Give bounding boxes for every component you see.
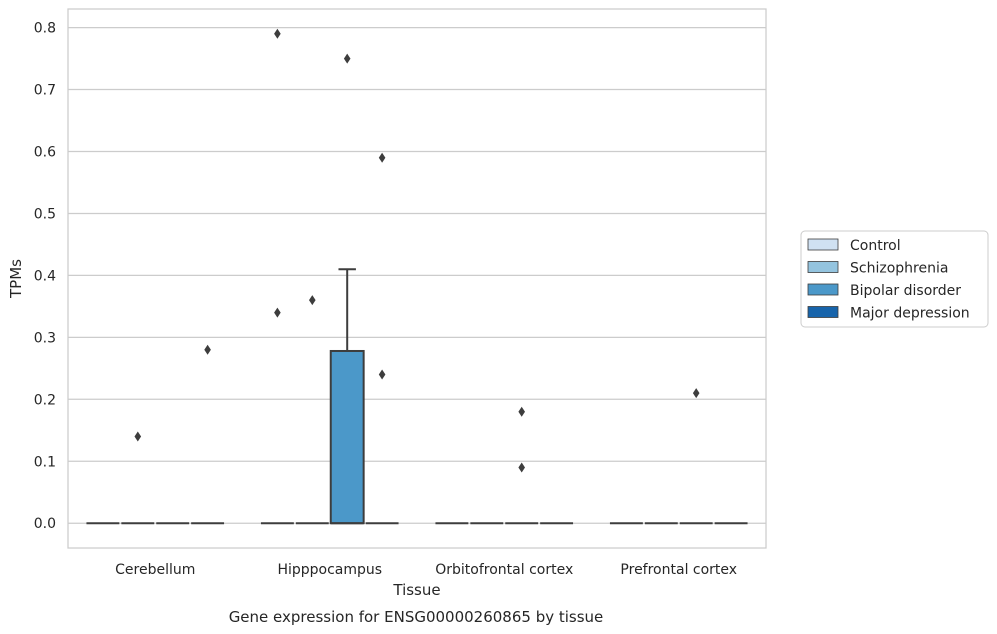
box-bipolar-disorder: [505, 406, 539, 525]
grid-lines: [68, 26, 766, 524]
legend-item: Bipolar disorder: [807, 283, 961, 299]
outlier-point: [134, 431, 142, 442]
chart-caption: Gene expression for ENSG00000260865 by t…: [229, 608, 604, 626]
box-bipolar-disorder: [329, 53, 365, 525]
y-tick-label: 0.5: [34, 206, 56, 222]
box-bipolar-disorder: [679, 388, 713, 525]
x-tick-labels: Cerebellum Hipppocampus Orbitofrontal cort…: [115, 562, 737, 578]
legend-label: Bipolar disorder: [850, 283, 961, 299]
y-tick-label: 0.1: [34, 454, 56, 470]
legend-swatch: [807, 261, 839, 273]
y-tick-label: 0.6: [34, 144, 56, 160]
outlier-point: [518, 462, 525, 473]
outlier-point: [309, 295, 316, 306]
legend-label: Major depression: [850, 306, 970, 322]
outlier-point: [692, 388, 700, 399]
y-tick-label: 0.8: [34, 21, 56, 37]
box-plots: [86, 28, 748, 525]
outlier-point: [378, 152, 386, 163]
y-tick-label: 0.4: [34, 268, 56, 284]
box-body: [329, 349, 365, 525]
legend-label: Schizophrenia: [850, 261, 948, 277]
box-major-depression: [365, 152, 399, 525]
legend-item: Schizophrenia: [807, 261, 948, 277]
legend: Control Schizophrenia Bipolar disorder Majo…: [800, 230, 989, 328]
box-major-depression: [191, 344, 225, 525]
outlier-point: [343, 53, 351, 64]
legend-swatch: [807, 306, 839, 318]
y-tick-label: 0.0: [34, 516, 56, 532]
outlier-point: [378, 369, 386, 380]
x-tick-label: Prefrontal cortex: [620, 562, 737, 578]
box-control: [260, 28, 294, 525]
x-axis-label: Tissue: [392, 581, 440, 599]
x-tick-label: Orbitofrontal cortex: [435, 562, 573, 578]
outlier-point: [204, 344, 211, 355]
y-tick-labels: 0.0 0.1 0.2 0.3 0.4 0.5 0.6 0.7 0.8: [34, 21, 56, 533]
y-tick-label: 0.7: [34, 83, 56, 99]
legend-swatch: [807, 283, 839, 296]
y-tick-label: 0.3: [34, 330, 56, 346]
outlier-point: [518, 406, 525, 417]
plot-frame: [67, 8, 767, 549]
box-schizophrenia: [295, 295, 329, 525]
box-schizophrenia: [121, 431, 155, 525]
x-tick-label: Cerebellum: [115, 562, 195, 578]
outlier-point: [274, 307, 281, 318]
legend-item: Major depression: [807, 306, 970, 322]
outlier-point: [274, 28, 281, 39]
legend-frame: [800, 230, 989, 328]
legend-label: Control: [850, 238, 901, 254]
y-tick-label: 0.2: [34, 392, 56, 408]
legend-item: Control: [807, 238, 901, 254]
legend-swatch: [807, 238, 839, 251]
x-tick-label: Hipppocampus: [277, 562, 382, 578]
y-axis-label: TPMs: [7, 259, 25, 299]
